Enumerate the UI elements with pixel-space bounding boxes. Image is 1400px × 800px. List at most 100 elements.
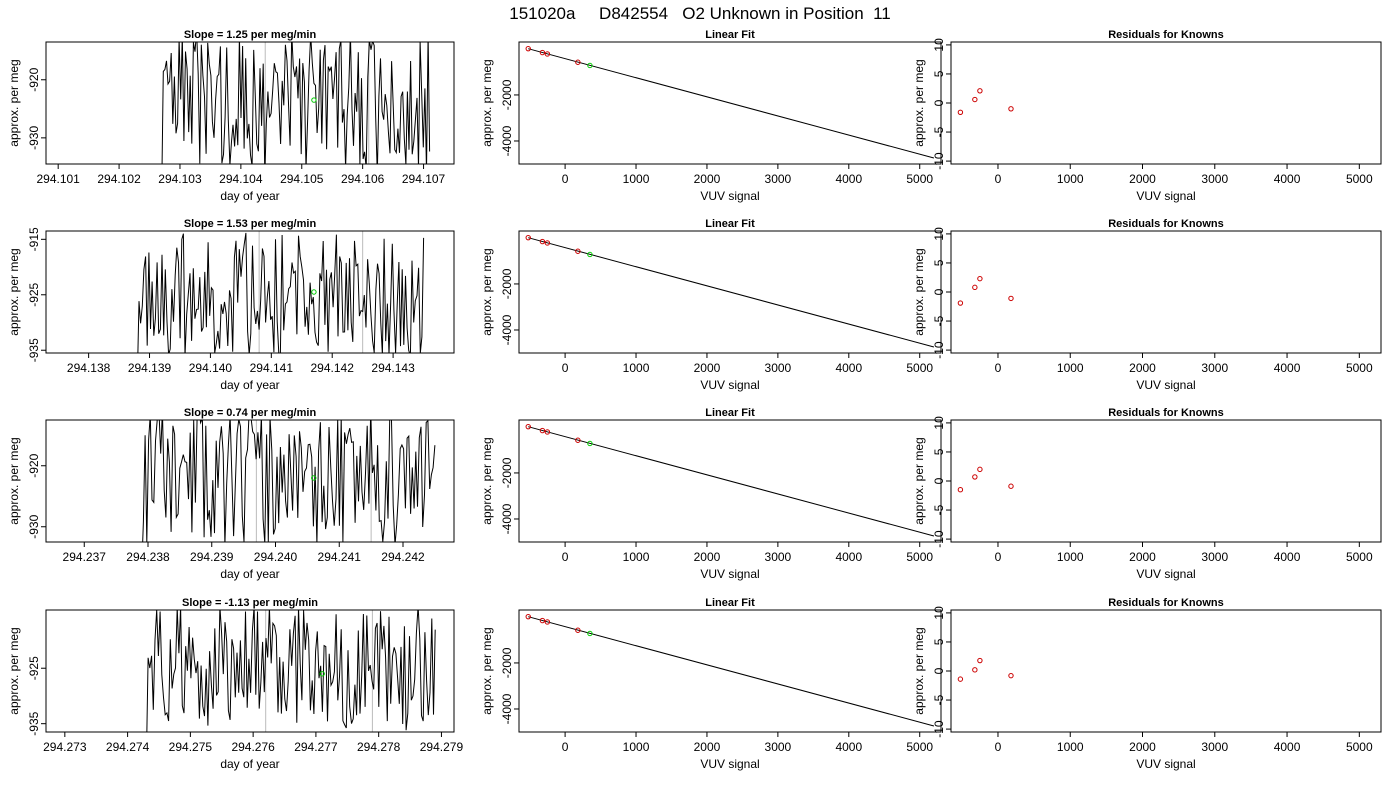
panel-title: Linear Fit [705,597,755,609]
x-tick-label: 294.105 [280,172,324,186]
known-point [539,238,546,245]
x-tick-label: 2000 [694,550,721,564]
y-tick-label: -935 [27,338,41,362]
x-axis-label: VUV signal [700,757,759,771]
y-tick-label: -2000 [500,268,514,299]
y-tick-label: 5 [932,70,946,77]
fit-line [528,48,935,159]
fit-line [528,426,935,537]
plot-frame [950,230,1382,354]
x-axis-label: VUV signal [1136,567,1195,581]
panel-title: Residuals for Knowns [1108,218,1224,230]
known-point [575,59,581,65]
residual-point [957,109,964,115]
plot-frame [950,41,1382,165]
known-point [539,617,546,624]
fit-line [528,237,935,348]
y-axis-label: approx. per meg [7,437,21,524]
y-tick-label: -5 [932,126,946,137]
residual-point [972,474,978,480]
x-axis-label: day of year [220,757,279,771]
residual-point [1008,295,1014,302]
x-tick-label: 5000 [1346,740,1373,754]
x-tick-label: 1000 [623,740,650,754]
y-tick-label: -925 [27,282,41,306]
x-tick-label: 294.103 [158,172,202,186]
plot-frame [45,609,455,733]
panel-9: Residuals for Knowns 0 1000 2000 3000 4000 500… [912,407,1382,581]
x-axis-label: VUV signal [1136,757,1195,771]
x-tick-label: 1000 [1057,361,1084,375]
x-tick-label: 4000 [835,172,862,186]
x-tick-label: 294.101 [36,172,80,186]
residual-point [977,275,983,282]
y-tick-label: 5 [932,259,946,266]
x-tick-label: 2000 [1129,172,1156,186]
residual-point [977,466,983,473]
panel-title: Slope = 1.53 per meg/min [184,218,317,230]
x-tick-label: 3000 [765,740,792,754]
x-axis-label: VUV signal [1136,189,1195,203]
panel-title: Linear Fit [705,218,755,230]
known-point [575,437,581,443]
x-tick-label: 5000 [1346,550,1373,564]
residual-point [957,487,964,493]
x-tick-label: 3000 [765,172,792,186]
x-tick-label: 4000 [1274,550,1301,564]
y-tick-label: -930 [27,126,41,150]
unknown-point [587,440,593,447]
x-tick-label: 294.238 [126,550,170,564]
y-tick-label: -10 [932,530,946,548]
x-tick-label: 5000 [906,172,933,186]
x-tick-label: 2000 [694,172,721,186]
x-tick-label: 294.273 [43,740,87,754]
x-tick-label: 3000 [1201,740,1228,754]
y-tick-label: 0 [932,288,946,295]
residual-point [972,667,978,673]
plot-data [525,234,935,348]
y-tick-label: -10 [932,341,946,359]
x-tick-label: 2000 [694,361,721,375]
plot-data [957,88,1014,115]
panel-title: Linear Fit [705,407,755,419]
x-tick-label: 0 [995,361,1002,375]
y-axis-label: approx. per meg [480,627,494,714]
x-tick-label: 1000 [1057,740,1084,754]
unknown-point [311,97,317,103]
residual-point [957,300,964,306]
y-axis-label: approx. per meg [7,627,21,714]
unknown-point [319,671,325,677]
panel-title: Linear Fit [705,29,755,41]
y-tick-label: -4000 [500,503,514,534]
signal-trace [161,42,431,164]
y-tick-label: -925 [27,656,41,680]
x-tick-label: 2000 [1129,361,1156,375]
x-tick-label: 294.278 [357,740,401,754]
y-axis-label: approx. per meg [480,248,494,335]
plot-frame [950,609,1382,733]
y-tick-label: -4000 [500,693,514,724]
x-tick-label: 4000 [835,550,862,564]
y-axis-label: approx. per meg [480,437,494,524]
residual-point [977,657,983,664]
x-axis-label: day of year [220,378,279,392]
known-point [525,423,531,430]
y-tick-label: -5 [932,315,946,326]
panel-title: Slope = 1.25 per meg/min [184,29,317,41]
x-tick-label: 3000 [1201,172,1228,186]
known-point [525,234,531,241]
x-tick-label: 294.279 [420,740,464,754]
signal-trace [142,420,436,542]
plot-data [525,423,935,537]
plot-data [957,466,1014,493]
plot-data [137,231,425,353]
plot-frame [518,609,942,733]
x-tick-label: 294.242 [381,550,425,564]
page-title: 151020a D842554 O2 Unknown in Position 1… [509,4,891,23]
known-point [539,49,546,56]
x-tick-label: 294.237 [63,550,107,564]
panel-grid: Slope = 1.25 per meg/min 294.101 294.102 29… [7,29,1382,771]
x-tick-label: 294.240 [254,550,298,564]
x-tick-label: 0 [562,172,569,186]
